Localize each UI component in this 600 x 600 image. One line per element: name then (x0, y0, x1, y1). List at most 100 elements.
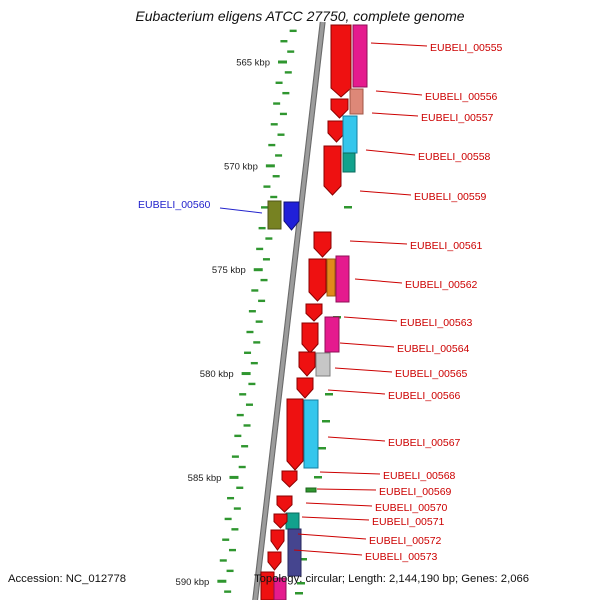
gene-label-EUBELI_00559[interactable]: EUBELI_00559 (414, 191, 487, 203)
gene-leader-line (319, 471, 381, 475)
gene-arrow-feature[interactable] (276, 495, 293, 513)
gene-label-EUBELI_00573[interactable]: EUBELI_00573 (365, 551, 438, 563)
gene-leader-line (365, 149, 416, 156)
gene-arrow-feature[interactable] (270, 529, 285, 551)
minor-feature-mark[interactable] (325, 393, 333, 396)
gene-feature[interactable] (315, 352, 331, 377)
ruler-tick (289, 29, 297, 33)
gene-arrow-feature[interactable] (301, 322, 319, 354)
gene-label-EUBELI_00570[interactable]: EUBELI_00570 (375, 502, 448, 514)
scale-label: 580 kbp (200, 369, 234, 380)
gene-leader-line (359, 190, 412, 196)
ruler-tick (261, 206, 269, 209)
gene-arrow-feature[interactable] (323, 145, 342, 196)
ruler-tick (280, 40, 288, 43)
gene-label-EUBELI_00563[interactable]: EUBELI_00563 (400, 317, 473, 329)
ruler-tick (265, 164, 275, 168)
gene-leader-line (293, 549, 363, 556)
gene-feature[interactable] (352, 24, 368, 88)
gene-label-EUBELI_00560[interactable]: EUBELI_00560 (138, 199, 211, 211)
gene-feature[interactable] (349, 88, 364, 115)
ruler-tick (239, 393, 247, 396)
ruler-tick (222, 538, 230, 541)
gene-arrow-feature[interactable] (296, 377, 314, 399)
gene-arrow-feature[interactable] (273, 513, 288, 529)
minor-feature-mark[interactable] (344, 206, 352, 209)
ruler-tick (268, 143, 276, 147)
ruler-tick (246, 330, 254, 334)
gene-feature[interactable] (342, 152, 356, 173)
gene-label-EUBELI_00572[interactable]: EUBELI_00572 (369, 535, 442, 547)
gene-leader-line (339, 342, 395, 348)
gene-arrow-feature[interactable] (298, 351, 316, 377)
scale-label: 585 kbp (188, 473, 222, 484)
gene-feature[interactable] (303, 399, 319, 469)
gene-feature[interactable] (285, 512, 300, 530)
ruler-tick (224, 517, 232, 521)
gene-feature[interactable] (342, 115, 358, 154)
gene-feature[interactable] (335, 255, 350, 303)
ruler-tick (277, 133, 285, 136)
ruler-tick (260, 278, 268, 282)
scale-label: 575 kbp (212, 265, 246, 276)
minor-feature-mark[interactable] (297, 582, 305, 585)
scale-label: 570 kbp (224, 161, 258, 172)
minor-feature-mark[interactable] (322, 420, 330, 423)
gene-arrow-feature[interactable] (330, 98, 349, 119)
minor-feature-mark[interactable] (314, 476, 322, 479)
gene-leader-line (305, 502, 373, 507)
gene-feature[interactable] (324, 316, 340, 353)
gene-leader-line (316, 488, 377, 491)
gene-arrow-feature[interactable] (313, 231, 332, 258)
gene-arrow-feature[interactable] (305, 303, 323, 322)
gene-label-EUBELI_00569[interactable]: EUBELI_00569 (379, 486, 452, 498)
gene-arrow-feature[interactable] (330, 24, 352, 98)
gene-feature[interactable] (273, 577, 287, 600)
gene-label-EUBELI_00557[interactable]: EUBELI_00557 (421, 112, 494, 124)
gene-label-EUBELI_00571[interactable]: EUBELI_00571 (372, 516, 445, 528)
gene-leader-line (354, 278, 403, 284)
gene-feature[interactable] (326, 258, 336, 297)
gene-arrow-feature[interactable] (283, 201, 300, 231)
gene-arrow-feature[interactable] (267, 551, 282, 571)
ruler-tick (236, 413, 244, 417)
ruler-tick (227, 496, 235, 500)
gene-arrow-feature[interactable] (281, 470, 298, 488)
gene-label-EUBELI_00558[interactable]: EUBELI_00558 (418, 151, 491, 163)
gene-label-EUBELI_00567[interactable]: EUBELI_00567 (388, 437, 461, 449)
ruler-tick (256, 247, 264, 251)
gene-label-EUBELI_00561[interactable]: EUBELI_00561 (410, 240, 483, 252)
gene-label-EUBELI_00562[interactable]: EUBELI_00562 (405, 279, 478, 291)
gene-label-EUBELI_00556[interactable]: EUBELI_00556 (425, 91, 498, 103)
gene-feature[interactable] (267, 200, 282, 230)
gene-leader-line (343, 316, 398, 322)
ruler-tick (224, 590, 232, 593)
scale-label: 590 kbp (176, 577, 210, 588)
page-title: Eubacterium eligens ATCC 27750, complete… (135, 8, 465, 24)
gene-feature[interactable] (305, 487, 317, 493)
ruler-tick (217, 579, 227, 583)
accession-text: Accession: NC_012778 (8, 573, 127, 585)
gene-leader-line (334, 367, 393, 373)
gene-leader-line (297, 533, 367, 540)
gene-label-EUBELI_00555[interactable]: EUBELI_00555 (430, 42, 503, 54)
ruler-tick (228, 548, 236, 552)
gene-feature[interactable] (287, 528, 302, 577)
gene-label-EUBELI_00568[interactable]: EUBELI_00568 (383, 470, 456, 482)
minor-feature-mark[interactable] (299, 558, 307, 561)
gene-label-EUBELI_00564[interactable]: EUBELI_00564 (397, 343, 470, 355)
gene-arrow-feature[interactable] (308, 258, 327, 302)
gene-label-EUBELI_00566[interactable]: EUBELI_00566 (388, 390, 461, 402)
ruler-tick (265, 237, 273, 240)
ruler-tick (282, 91, 290, 95)
gene-leader-line (219, 207, 263, 214)
gene-arrow-feature[interactable] (327, 120, 346, 143)
gene-arrow-feature[interactable] (286, 398, 304, 471)
minor-feature-mark[interactable] (318, 447, 326, 450)
minor-feature-mark[interactable] (295, 592, 303, 595)
ruler-tick (262, 258, 270, 261)
ruler-tick (233, 507, 241, 510)
gene-label-EUBELI_00565[interactable]: EUBELI_00565 (395, 368, 468, 380)
